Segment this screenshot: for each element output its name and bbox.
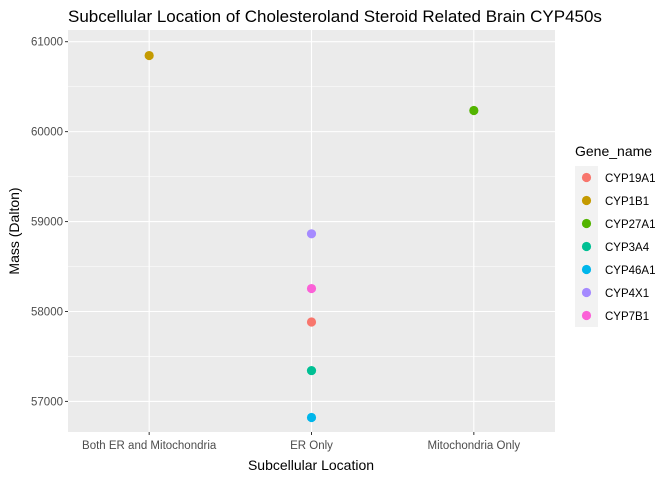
x-axis-title: Subcellular Location [248, 457, 374, 473]
legend-marker [581, 172, 592, 183]
legend-title: Gene_name [575, 143, 652, 159]
legend-label: CYP3A4 [605, 242, 650, 254]
y-tick-label: 59000 [31, 217, 63, 229]
legend-items: CYP19A1 CYP1B1 CYP27A1 CYP3A4 CYP46A1 CYP4X1 C… [575, 166, 656, 327]
x-tick-label: ER Only [290, 440, 333, 452]
data-point-cyp4x1 [306, 229, 317, 239]
data-point-cyp19a1 [306, 317, 317, 327]
y-tick-label: 57000 [31, 396, 63, 408]
y-tick-label: 60000 [31, 127, 63, 139]
legend-marker [581, 310, 592, 321]
legend-label: CYP4X1 [605, 288, 649, 300]
y-axis-title: Mass (Dalton) [6, 187, 22, 274]
data-point-cyp46a1 [306, 412, 317, 423]
x-tick-label: Both ER and Mitochondria [82, 440, 217, 452]
legend-label: CYP19A1 [605, 173, 656, 185]
legend-label: CYP7B1 [605, 311, 649, 323]
legend-marker [581, 218, 592, 229]
data-point-cyp7b1 [306, 283, 317, 294]
legend-marker [581, 195, 592, 206]
y-tick-label: 58000 [31, 306, 63, 318]
data-point-cyp27a1 [469, 105, 479, 116]
legend-marker [581, 241, 592, 252]
legend: Gene_name CYP19A1 CYP1B1 CYP27A1 CYP3A4 CYP4… [575, 143, 656, 327]
legend-label: CYP1B1 [605, 196, 649, 208]
x-tick-label: Mitochondria Only [427, 440, 520, 452]
legend-label: CYP27A1 [605, 219, 656, 231]
legend-label: CYP46A1 [605, 265, 656, 277]
y-tick-label: 61000 [31, 37, 63, 49]
chart-title: Subcellular Location of Cholesteroland S… [68, 7, 602, 26]
legend-marker [581, 264, 592, 275]
x-axis: Both ER and Mitochondria ER Only Mitochond… [82, 432, 520, 452]
y-axis: 57000 58000 59000 60000 61000 [31, 37, 68, 408]
data-point-cyp1b1 [144, 50, 154, 61]
legend-marker [581, 287, 592, 298]
data-point-cyp3a4 [306, 365, 317, 376]
data-points [144, 50, 479, 423]
